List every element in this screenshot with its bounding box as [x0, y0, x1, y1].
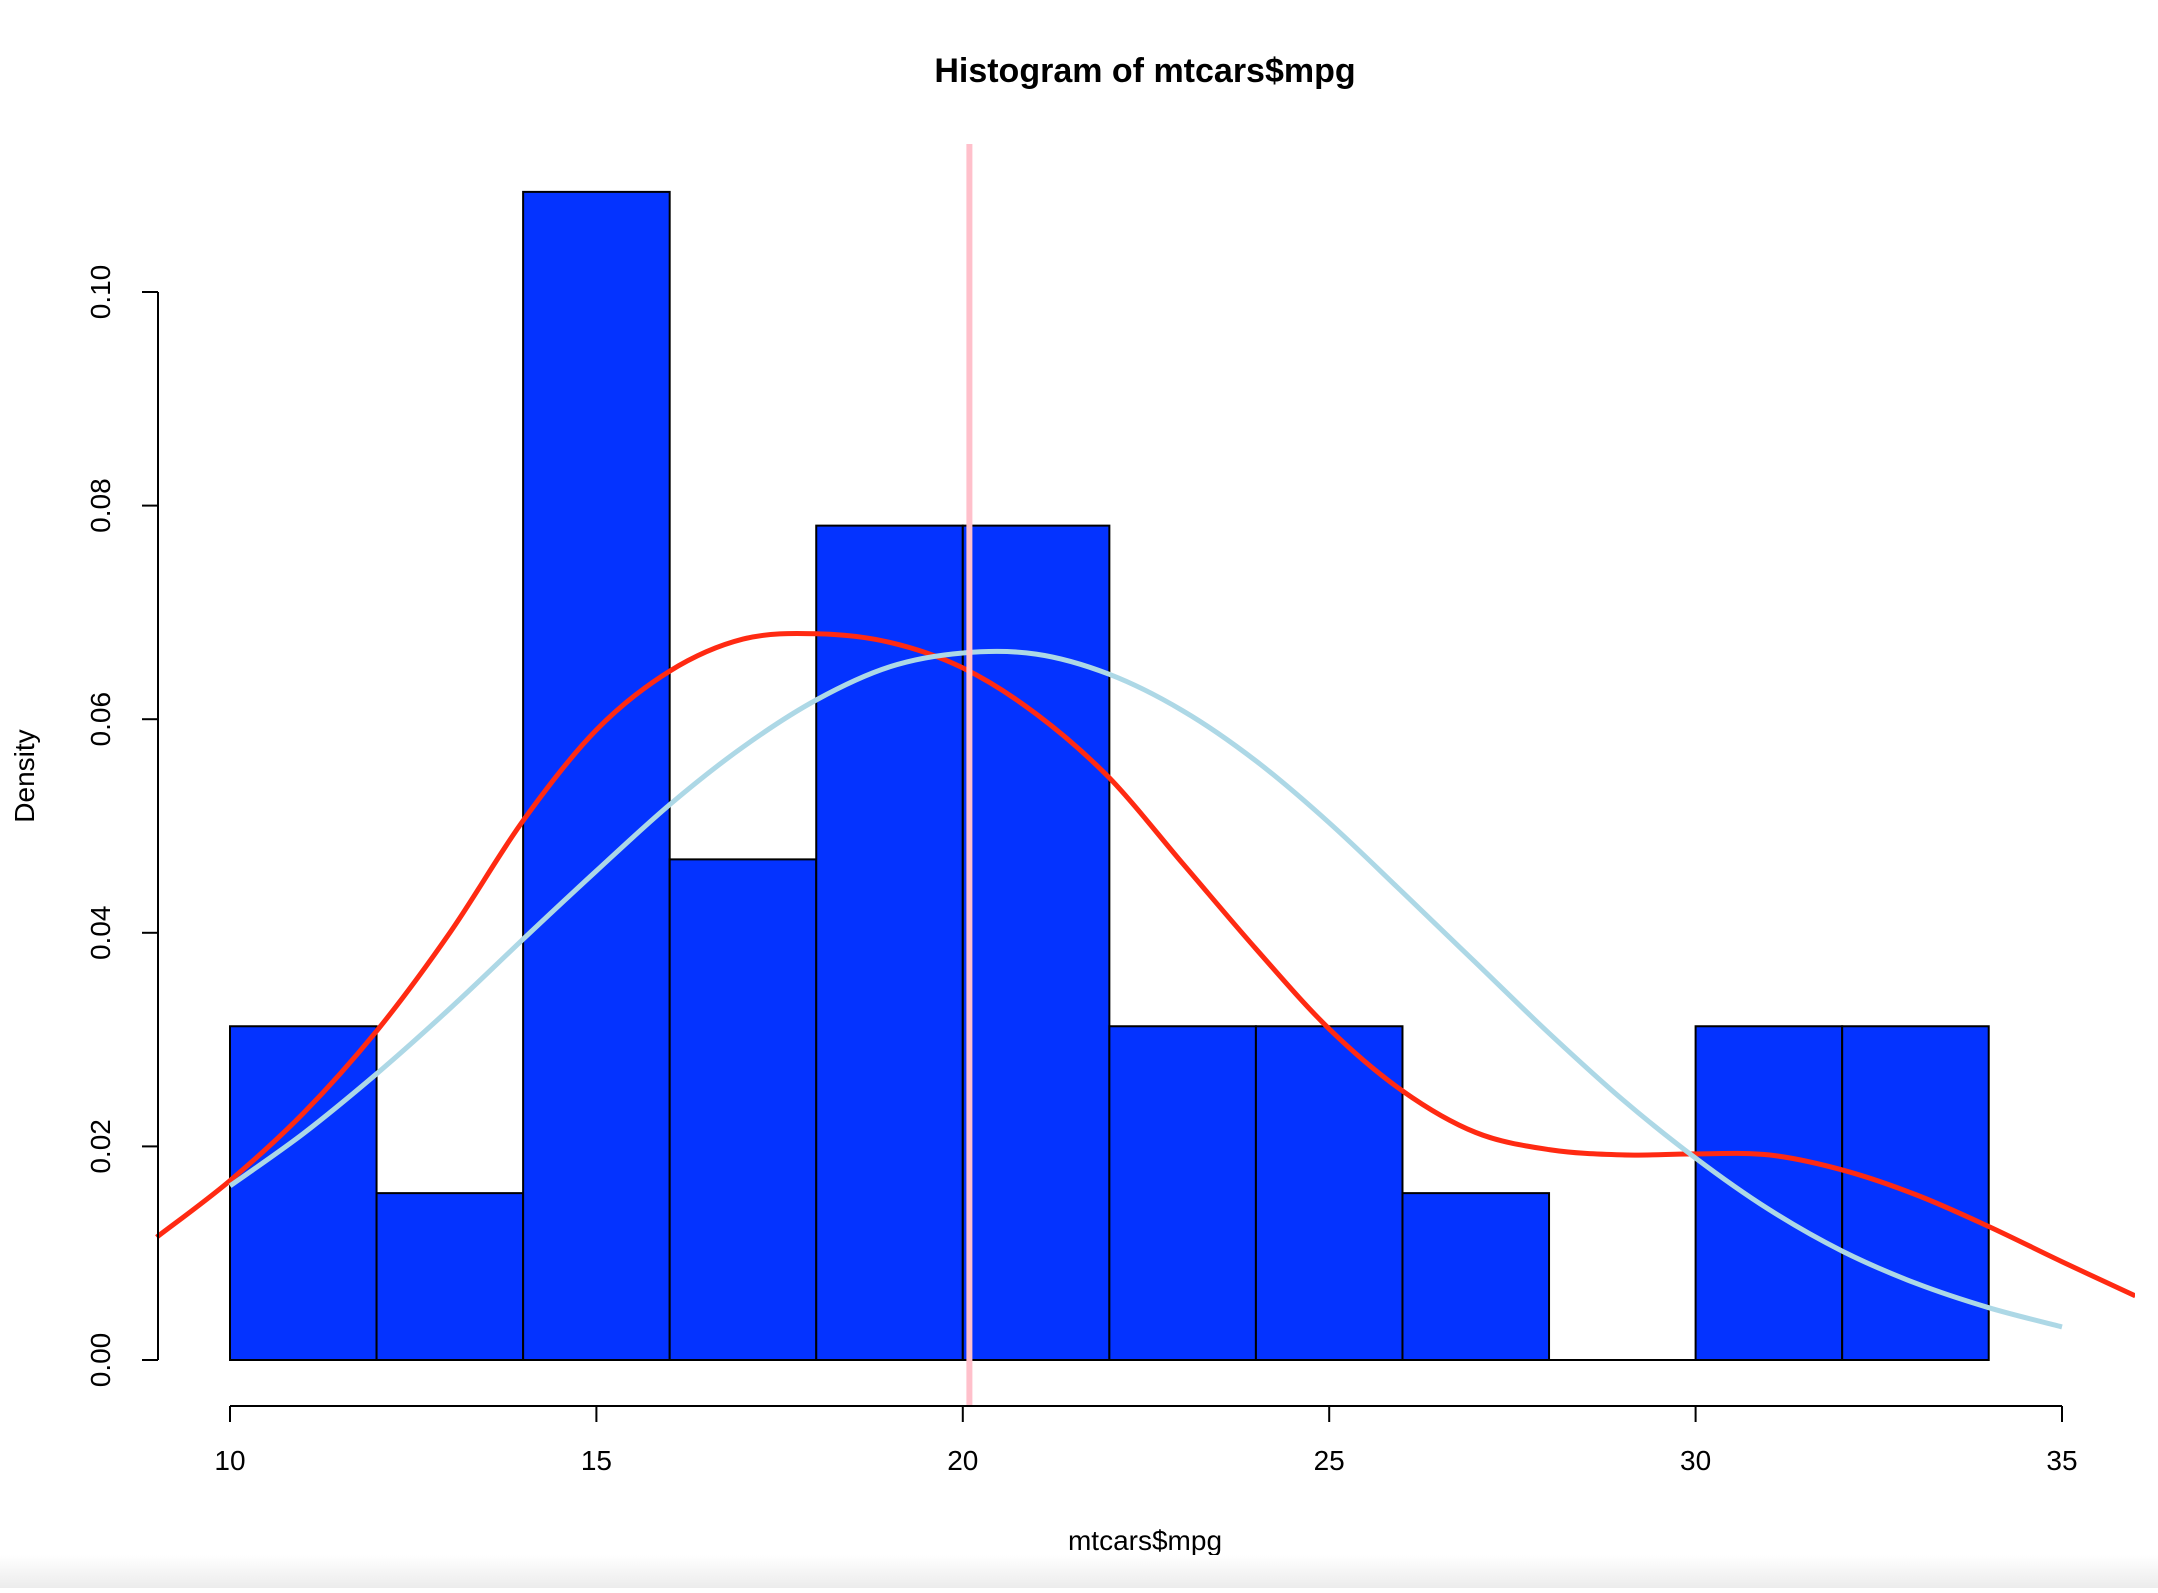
x-axis: 10 15 20 25 30 35	[214, 1405, 2078, 1476]
x-axis-label: mtcars$mpg	[1068, 1525, 1222, 1556]
x-tick-label: 30	[1680, 1445, 1711, 1476]
histogram-bars	[229, 190, 1990, 1361]
histogram-bar	[375, 1192, 525, 1361]
density-curve	[155, 631, 2135, 1299]
y-tick-label: 0.02	[85, 1119, 116, 1174]
y-tick-label: 0.06	[85, 692, 116, 747]
histogram-bar	[815, 524, 964, 1361]
histogram-bar	[1694, 1025, 1844, 1361]
histogram-bar	[522, 190, 671, 1361]
histogram-bar	[668, 858, 818, 1361]
y-axis: 0.00 0.02 0.04 0.06 0.08 0.10	[85, 265, 159, 1388]
x-tick-label: 15	[581, 1445, 612, 1476]
histogram-bar	[229, 1025, 378, 1361]
y-tick-label: 0.00	[85, 1333, 116, 1388]
curves-layer	[155, 144, 2135, 1406]
y-tick-label: 0.10	[85, 265, 116, 320]
x-tick-label: 35	[2046, 1445, 2077, 1476]
window-bottom-edge	[0, 1555, 2158, 1588]
histogram-bar	[1108, 1025, 1257, 1361]
chart-title: Histogram of mtcars$mpg	[934, 52, 1355, 90]
x-tick-label: 25	[1314, 1445, 1345, 1476]
normal-curve	[228, 648, 2063, 1330]
histogram-bar	[1254, 1025, 1404, 1361]
y-axis-label: Density	[9, 729, 40, 822]
y-tick-label: 0.08	[85, 478, 116, 532]
y-tick-label: 0.04	[85, 906, 116, 961]
x-tick-label: 10	[214, 1445, 245, 1476]
x-tick-label: 20	[947, 1445, 978, 1476]
histogram-bar	[1401, 1192, 1551, 1361]
